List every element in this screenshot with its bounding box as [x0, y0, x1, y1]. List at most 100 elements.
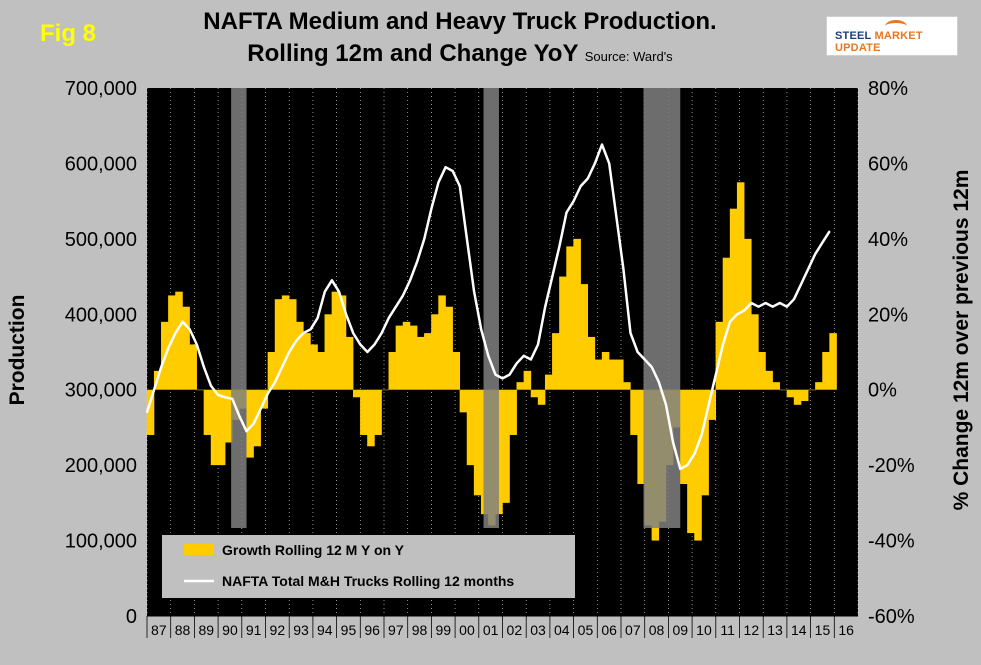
x-tick-label: 88 — [175, 622, 191, 638]
production-point — [366, 351, 369, 353]
production-point — [643, 358, 646, 361]
chart-title: NAFTA Medium and Heavy Truck Production.… — [180, 6, 740, 73]
production-point — [587, 177, 589, 180]
growth-bar — [274, 299, 283, 390]
y-right-tick-label: -60% — [868, 606, 915, 628]
production-point — [665, 404, 667, 406]
growth-bar — [459, 389, 468, 413]
production-point — [217, 394, 219, 396]
production-point — [558, 245, 561, 248]
production-point — [252, 422, 255, 425]
production-point — [658, 381, 660, 383]
production-point — [153, 388, 155, 391]
production-point — [323, 290, 326, 293]
y-axis-right: 80% 60% 40% 20% 0% -20% -40% -60% — [868, 78, 915, 628]
production-point — [288, 351, 291, 353]
production-point — [395, 305, 397, 308]
production-point — [473, 290, 475, 293]
production-point — [451, 170, 454, 172]
x-tick-label: 89 — [198, 622, 214, 638]
growth-bar — [324, 314, 333, 390]
growth-bar — [175, 291, 183, 390]
production-point — [686, 464, 689, 466]
y-right-tick-label: -40% — [868, 531, 915, 553]
growth-bar — [587, 336, 596, 390]
growth-bar — [701, 389, 709, 496]
production-point — [572, 200, 575, 202]
y-right-tick-label: 80% — [868, 78, 908, 100]
production-point — [167, 347, 170, 350]
growth-bar — [409, 325, 418, 390]
x-tick-label: 03 — [530, 622, 546, 638]
production-point — [224, 396, 227, 399]
production-point — [636, 351, 639, 353]
growth-bar — [196, 389, 205, 391]
growth-bar — [758, 352, 766, 390]
production-point — [245, 430, 248, 433]
legend-label-growth: Growth Rolling 12 M Y on Y — [222, 542, 405, 558]
growth-bar — [808, 389, 816, 391]
chart-title-line1: NAFTA Medium and Heavy Truck Production. — [203, 8, 717, 35]
production-point — [530, 358, 532, 361]
production-point — [501, 377, 504, 380]
growth-bar — [146, 389, 155, 435]
growth-bar — [473, 389, 482, 496]
production-point — [203, 366, 205, 368]
production-point — [295, 339, 298, 342]
production-point — [274, 381, 276, 383]
production-point — [188, 328, 191, 331]
production-point — [764, 302, 767, 304]
y-axis-left: 700,000 600,000 500,000 400,000 300,000 200,0… — [65, 78, 137, 628]
growth-bar — [388, 352, 397, 390]
y-left-tick-label: 0 — [126, 606, 137, 628]
growth-bar — [331, 291, 340, 390]
x-tick-label: 98 — [412, 622, 428, 638]
production-point — [316, 317, 319, 319]
growth-bar — [623, 382, 631, 390]
production-point — [459, 185, 461, 187]
growth-bar — [616, 359, 624, 390]
source-note: Source: Ward's — [584, 49, 673, 64]
growth-bar — [537, 389, 546, 405]
legend-box — [162, 535, 575, 598]
production-point — [423, 238, 426, 240]
production-point — [814, 253, 817, 255]
production-point — [444, 166, 447, 168]
production-point — [359, 343, 362, 346]
growth-bar — [416, 336, 425, 390]
growth-bar — [751, 314, 759, 390]
legend: Growth Rolling 12 M Y on Y NAFTA Total M… — [162, 535, 575, 598]
production-point — [238, 415, 241, 417]
growth-bar — [374, 389, 382, 435]
chart-title-line2-text: Rolling 12m and Change YoY — [247, 40, 579, 67]
x-tick-label: 93 — [293, 622, 309, 638]
x-tick-label: 13 — [767, 622, 783, 638]
production-point — [651, 366, 653, 368]
y-right-tick-label: 0% — [868, 380, 897, 402]
x-tick-label: 06 — [601, 622, 617, 638]
growth-bar — [267, 352, 276, 390]
production-point — [146, 411, 148, 414]
production-point — [345, 313, 347, 316]
x-tick-label: 14 — [791, 622, 807, 638]
recession-shading — [231, 88, 681, 528]
production-point — [615, 215, 618, 218]
production-point — [736, 313, 738, 316]
growth-bar — [779, 389, 788, 391]
chart-title-line2: Rolling 12m and Change YoY Source: Ward'… — [180, 38, 740, 73]
growth-bar — [310, 344, 318, 390]
production-line-series — [145, 143, 831, 471]
growth-bar — [594, 359, 603, 390]
production-point — [750, 302, 753, 304]
x-tick-label: 05 — [578, 622, 594, 638]
production-point — [466, 238, 468, 240]
production-point — [160, 366, 163, 368]
y-left-tick-label: 200,000 — [65, 455, 137, 477]
growth-bar — [338, 295, 347, 390]
growth-bar — [203, 389, 212, 435]
logo-text-market-update: MARKET UPDATE — [835, 30, 923, 54]
production-point — [601, 143, 603, 146]
x-tick-label: 10 — [696, 622, 712, 638]
production-point — [786, 305, 788, 308]
growth-bar — [367, 389, 375, 447]
